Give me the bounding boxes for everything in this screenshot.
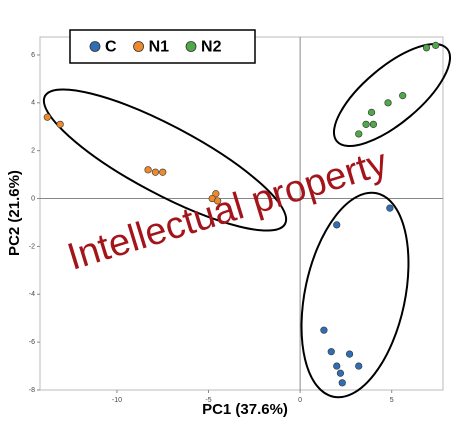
- point: [214, 197, 222, 205]
- y-tick-label: -8: [29, 387, 35, 394]
- point: [212, 190, 220, 198]
- point: [333, 362, 341, 370]
- legend-marker: [89, 41, 101, 52]
- legend-label: N2: [201, 39, 222, 56]
- point: [338, 379, 346, 387]
- point: [336, 369, 345, 377]
- watermark: Intellectual property: [63, 142, 392, 279]
- point: [345, 350, 354, 358]
- point: [369, 120, 377, 128]
- legend-box: [69, 29, 256, 64]
- point: [144, 166, 152, 174]
- ellipse-n1: [42, 88, 288, 232]
- y-tick-label: 2: [31, 148, 35, 155]
- group-ellipses: [42, 42, 452, 399]
- point: [43, 113, 51, 121]
- x-tick-label: 0: [298, 397, 302, 404]
- y-tick-label: -6: [29, 339, 35, 346]
- point: [333, 221, 341, 229]
- point: [56, 120, 64, 128]
- ellipse-n2: [332, 42, 452, 148]
- ellipse-c: [300, 191, 410, 399]
- point: [362, 120, 370, 128]
- y-tick-label: -4: [29, 291, 35, 298]
- point: [355, 362, 363, 370]
- y-axis-label: PC2 (21.6%): [6, 170, 23, 256]
- point: [422, 44, 431, 52]
- legend-marker: [185, 41, 197, 52]
- point: [327, 348, 335, 356]
- point: [320, 326, 328, 334]
- point: [159, 168, 167, 176]
- legend-label: N1: [149, 39, 170, 56]
- y-tick-label: 0: [31, 195, 35, 202]
- point: [367, 108, 376, 116]
- legend-label: C: [105, 39, 117, 56]
- point: [386, 204, 394, 212]
- point: [151, 168, 160, 176]
- x-tick-label: -10: [112, 397, 122, 404]
- x-axis-label: PC1 (37.6%): [202, 401, 288, 418]
- x-tick-label: 5: [390, 397, 394, 404]
- point: [399, 92, 407, 100]
- point: [384, 99, 392, 107]
- y-tick-label: 4: [31, 100, 35, 107]
- point: [432, 41, 440, 49]
- legend-marker: [133, 41, 144, 52]
- y-tick-label: 6: [31, 52, 35, 59]
- point: [355, 130, 363, 138]
- y-tick-label: -2: [29, 243, 35, 250]
- x-tick-label: -5: [205, 397, 211, 404]
